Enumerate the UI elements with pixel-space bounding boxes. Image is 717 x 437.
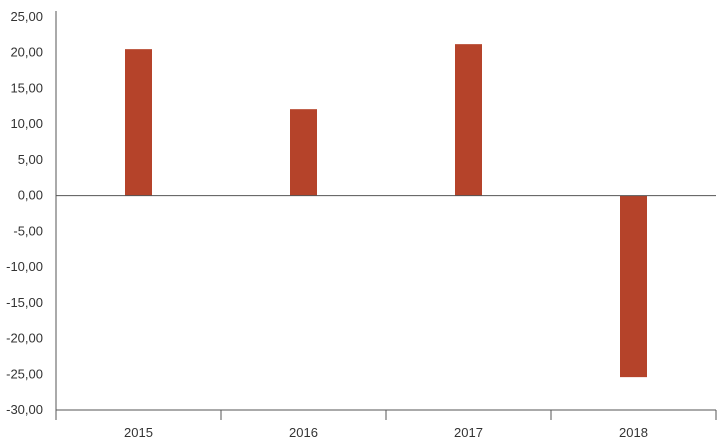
y-tick-label: 15,00	[10, 80, 43, 95]
bar-2018	[620, 195, 647, 378]
y-tick-label: 10,00	[10, 116, 43, 131]
x-tick-label: 2015	[124, 425, 153, 437]
y-tick-label: -25,00	[6, 366, 43, 381]
y-tick-label: 5,00	[18, 152, 43, 167]
y-tick-label: -10,00	[6, 259, 43, 274]
bars	[56, 44, 716, 378]
x-tick-label: 2016	[289, 425, 318, 437]
y-tick-label: -20,00	[6, 331, 43, 346]
y-tick-label: 20,00	[10, 45, 43, 60]
bar-2015	[125, 49, 152, 196]
y-tick-label: -30,00	[6, 402, 43, 417]
x-tick-label: 2018	[619, 425, 648, 437]
y-tick-label: -15,00	[6, 295, 43, 310]
x-axis: 2015 2016 2017 2018	[55, 409, 717, 437]
bar-2017	[455, 44, 482, 196]
y-tick-label: 25,00	[10, 9, 43, 24]
y-tick-label: 0,00	[18, 188, 43, 203]
y-axis: 25,00 20,00 15,00 10,00 5,00 0,00 -5,00 -10,00 -…	[6, 9, 57, 417]
y-tick-label: -5,00	[13, 223, 43, 238]
x-tick-label: 2017	[454, 425, 483, 437]
bar-2016	[290, 109, 317, 196]
